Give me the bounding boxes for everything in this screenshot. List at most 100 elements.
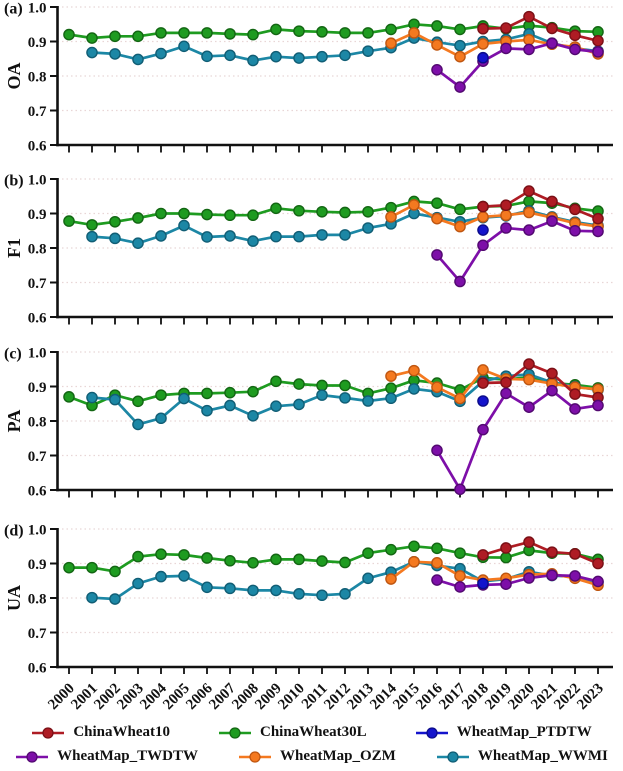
data-point [155, 27, 167, 39]
data-point [546, 22, 558, 35]
data-point [293, 230, 305, 243]
data-point [546, 546, 558, 558]
legend-item-chinawheat30l: ChinaWheat30L [218, 724, 367, 741]
data-point [454, 23, 466, 36]
data-point [454, 81, 466, 93]
data-point [500, 22, 512, 34]
data-point [293, 52, 305, 64]
data-point [362, 205, 374, 218]
series-line [389, 31, 600, 59]
data-point [178, 549, 190, 561]
legend-label: ChinaWheat30L [260, 724, 367, 740]
panel-tag: (d) [4, 523, 24, 540]
data-point [431, 212, 443, 225]
legend-item-wheatmap_ozm: WheatMap_OZM [238, 748, 396, 765]
series-line [67, 544, 600, 573]
data-point [477, 377, 489, 389]
data-point [155, 570, 167, 583]
data-point [362, 395, 374, 407]
data-point [224, 582, 236, 595]
data-point [454, 483, 466, 496]
series-WheatMap_OZM [385, 364, 604, 405]
data-point [155, 230, 167, 242]
data-point [132, 577, 144, 590]
panel-tag: (a) [4, 1, 23, 18]
data-point [408, 199, 420, 211]
data-point [339, 556, 351, 569]
chart-legend: ChinaWheat10 ChinaWheat30L WheatMap_PTDTW W… [0, 718, 623, 771]
data-point [546, 384, 558, 397]
data-point [293, 25, 305, 37]
data-point [477, 577, 489, 590]
y-tick-label: 0.9 [28, 380, 47, 396]
series-WheatMap_TWDTW [431, 569, 604, 593]
data-point [500, 222, 512, 234]
panel-oa-chart: 1.0 0.9 0.8 0.7 0.6 (a) OA [4, 1, 613, 155]
data-point [523, 10, 535, 23]
data-point [132, 53, 144, 66]
data-point [569, 403, 581, 415]
legend-marker-icon [436, 750, 469, 763]
data-point [109, 215, 121, 228]
data-point [155, 389, 167, 401]
data-point [500, 42, 512, 55]
data-point [431, 249, 443, 261]
data-point [477, 22, 489, 35]
data-point [523, 401, 535, 414]
data-point [385, 382, 397, 395]
data-point [201, 581, 213, 594]
series-WheatMap_PTDTW [477, 224, 489, 236]
data-point [385, 573, 397, 585]
data-point [431, 542, 443, 555]
legend-row: ChinaWheat10 ChinaWheat30L WheatMap_PTDTW [0, 724, 623, 741]
series-WheatMap_PTDTW [477, 577, 489, 590]
data-point [546, 569, 558, 582]
series-line [389, 203, 600, 228]
y-tick-label: 0.7 [28, 449, 47, 465]
data-point [408, 540, 420, 553]
series-WheatMap_PTDTW [477, 395, 489, 407]
y-tick-label: 0.6 [28, 484, 47, 500]
data-point [385, 370, 397, 382]
legend-dot [447, 750, 459, 763]
data-point [523, 33, 535, 46]
data-point [523, 224, 535, 236]
y-tick-label: 0.9 [28, 557, 47, 573]
data-point [454, 39, 466, 52]
data-point [592, 557, 604, 570]
data-point [408, 27, 420, 39]
data-point [293, 378, 305, 390]
data-point [477, 200, 489, 213]
data-point [523, 43, 535, 56]
data-point [224, 230, 236, 242]
data-point [477, 549, 489, 561]
legend-dot [249, 750, 261, 763]
y-axis-title: F1 [4, 238, 24, 258]
x-axis-year-labels: 2000200120022003200420052006200720082009… [45, 680, 607, 713]
y-axis-title: PA [4, 410, 24, 433]
data-point [86, 391, 98, 404]
legend-marker-icon [239, 750, 271, 763]
data-point [247, 385, 259, 398]
data-point [270, 23, 282, 36]
data-point [523, 373, 535, 386]
y-tick-label: 1.0 [28, 346, 47, 362]
series-WheatMap_OZM [385, 199, 604, 233]
y-tick-label: 0.8 [28, 415, 47, 431]
data-point [477, 395, 489, 407]
data-point [523, 358, 535, 370]
legend-dot [26, 750, 38, 763]
data-point [270, 202, 282, 215]
data-point [569, 548, 581, 560]
y-tick-label: 0.6 [28, 661, 47, 675]
legend-item-wheatmap_wwmi: WheatMap_WWMI [436, 748, 608, 765]
legend-label: WheatMap_PTDTW [456, 724, 592, 740]
data-point [316, 229, 328, 241]
series-ChinaWheat30L [63, 371, 604, 412]
data-point [201, 50, 213, 63]
legend-marker-icon [219, 726, 251, 739]
y-axis-title: UA [4, 585, 24, 611]
data-point [454, 203, 466, 216]
data-point [201, 231, 213, 243]
data-point [523, 185, 535, 197]
